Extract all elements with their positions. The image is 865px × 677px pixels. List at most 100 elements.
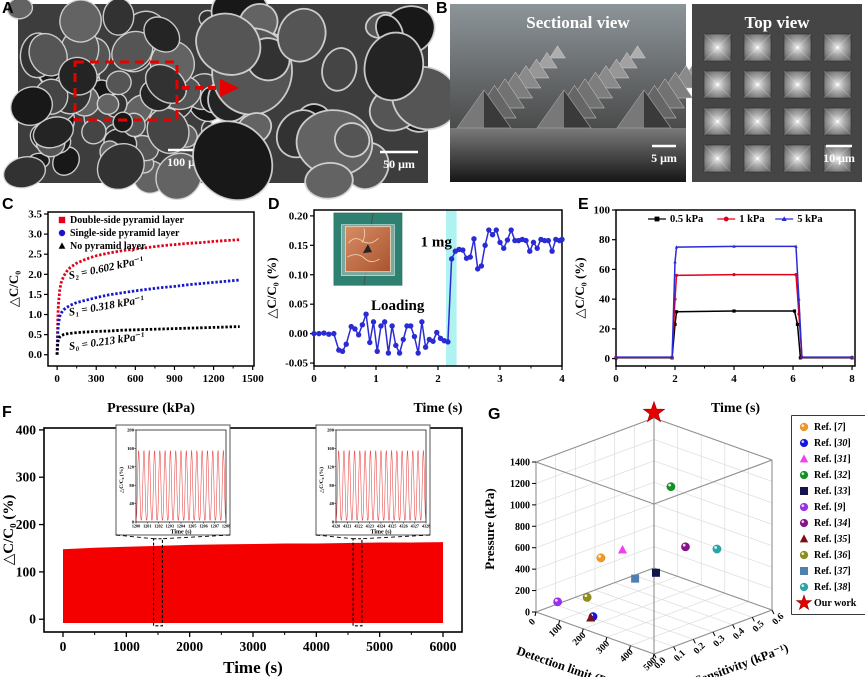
inset-y-tick-label: 160 (327, 446, 335, 451)
marker-highlight (801, 504, 805, 507)
legend-label: Our work (814, 597, 857, 609)
y-tick (751, 617, 755, 622)
z-tick-label: 600 (515, 543, 530, 554)
marker-highlight (554, 598, 558, 602)
floor-grid (614, 582, 733, 625)
panel-c-label: C (2, 196, 14, 213)
series-marker (367, 339, 373, 346)
y-tick (673, 646, 677, 651)
series-marker (404, 323, 410, 329)
legend-row: Ref. [33] (797, 483, 865, 499)
inset-x-tick-label: 4323 (366, 523, 374, 528)
x-tick (558, 620, 561, 625)
pyramid-apex (836, 83, 839, 86)
pyramid-apex (796, 83, 799, 86)
x-tick-label: 200 (571, 631, 588, 648)
plot-box (47, 211, 255, 367)
legend-label: Ref. [30] (814, 437, 851, 449)
z-tick-label: 1000 (510, 500, 530, 511)
y-tick (712, 631, 716, 637)
y-tick-label: 0.4 (732, 626, 748, 642)
i-graphic: 38 (837, 581, 848, 593)
series-marker (434, 329, 440, 336)
inset-connector (315, 534, 354, 540)
series-marker (797, 297, 801, 301)
pyramid-apex (836, 120, 839, 123)
foam-cell (102, 0, 135, 36)
series-marker (674, 245, 679, 249)
front-pyramid-outline (456, 89, 512, 129)
y-tick-label: 100 (594, 205, 611, 217)
floor-grid (575, 597, 694, 640)
foam-cell (363, 31, 425, 102)
series-marker (355, 332, 362, 338)
foam-cell (334, 122, 371, 158)
foam-cell (10, 86, 54, 126)
series-marker (339, 348, 346, 354)
foam-cell (59, 0, 102, 43)
sem-foam-overview-image: 100 μm (2, 0, 225, 201)
legend-label: 0.5 kPa (670, 214, 704, 225)
inset-x-tick-label: 1201 (143, 523, 151, 528)
i-graphic: 31 (837, 453, 848, 465)
inset-x-tick-label: 1202 (154, 523, 162, 528)
y-tick-label: 0.05 (289, 299, 309, 311)
y-tick-label: 1.5 (28, 289, 42, 301)
inset-connector (162, 534, 231, 540)
y-axis-label: Sensitivity (kPa⁻¹) (693, 641, 790, 677)
legend-label: Double-side pyramid layer (70, 215, 184, 226)
y-axis-label: △C/C₀ (%) (1, 495, 17, 566)
series-marker (800, 355, 804, 359)
x-tick-label: 4 (559, 373, 565, 385)
marker-highlight (801, 424, 805, 427)
series-marker (489, 232, 496, 238)
pyramid-grid-graphic (692, 4, 862, 182)
x-tick-label: 0 (60, 639, 67, 654)
plot-box (615, 209, 856, 367)
x-tick (605, 637, 608, 642)
data-point-37 (631, 574, 640, 583)
y-tick-label: 0.5 (28, 329, 42, 341)
wall-grid (535, 481, 655, 527)
sem-foam-zoom-image: 50 μm (192, 0, 460, 202)
sample-mark (362, 244, 372, 254)
comparison-legend: Ref. [7] Ref. [30] Ref. [31] Ref. [32] Ref. … (791, 415, 865, 615)
series-marker (311, 330, 317, 337)
z-tick-label: 200 (515, 586, 530, 597)
box-edge (535, 611, 655, 655)
inset-waveform (135, 449, 227, 521)
series-marker (381, 319, 388, 325)
inset-x-tick-label: 1203 (166, 523, 174, 528)
legend-row: Ref. [31] (797, 451, 865, 467)
y-tick-label: -0.05 (285, 358, 308, 370)
x-tick-label: 300 (595, 639, 612, 656)
inset-x-tick-label: 1204 (177, 523, 186, 528)
panel-e-label: E (578, 196, 589, 213)
z-tick-label: 1200 (510, 479, 530, 490)
inset-x-tick-label: 4324 (377, 523, 386, 528)
series-marker (448, 256, 455, 262)
box-edge (653, 567, 773, 611)
series-marker (467, 254, 473, 260)
x-tick (581, 628, 584, 633)
x-tick-label: 300 (88, 373, 105, 385)
legend-label: Single-side pyramid layer (70, 228, 180, 239)
inset-x-tick-label: 1205 (188, 523, 196, 528)
inset-y-tick-label: 0 (132, 520, 135, 525)
wall-grid (535, 524, 655, 570)
legend-marker-icon (795, 594, 813, 611)
legend-label: Ref. [9] (814, 501, 846, 513)
data-point-9 (553, 597, 563, 607)
y-tick (771, 609, 775, 615)
foam-cell (192, 120, 274, 202)
series-marker (326, 331, 332, 337)
marker-highlight (801, 552, 805, 555)
foam-cell (6, 0, 34, 20)
legend-label: Ref. [7] (814, 421, 846, 433)
legend-marker-icon (799, 534, 809, 543)
inset-y-tick-label: 120 (327, 464, 335, 469)
x-tick-label: 4 (731, 373, 737, 385)
x-tick-label: 1500 (242, 373, 265, 385)
series-marker (370, 319, 377, 325)
legend-marker-icon (799, 550, 809, 560)
